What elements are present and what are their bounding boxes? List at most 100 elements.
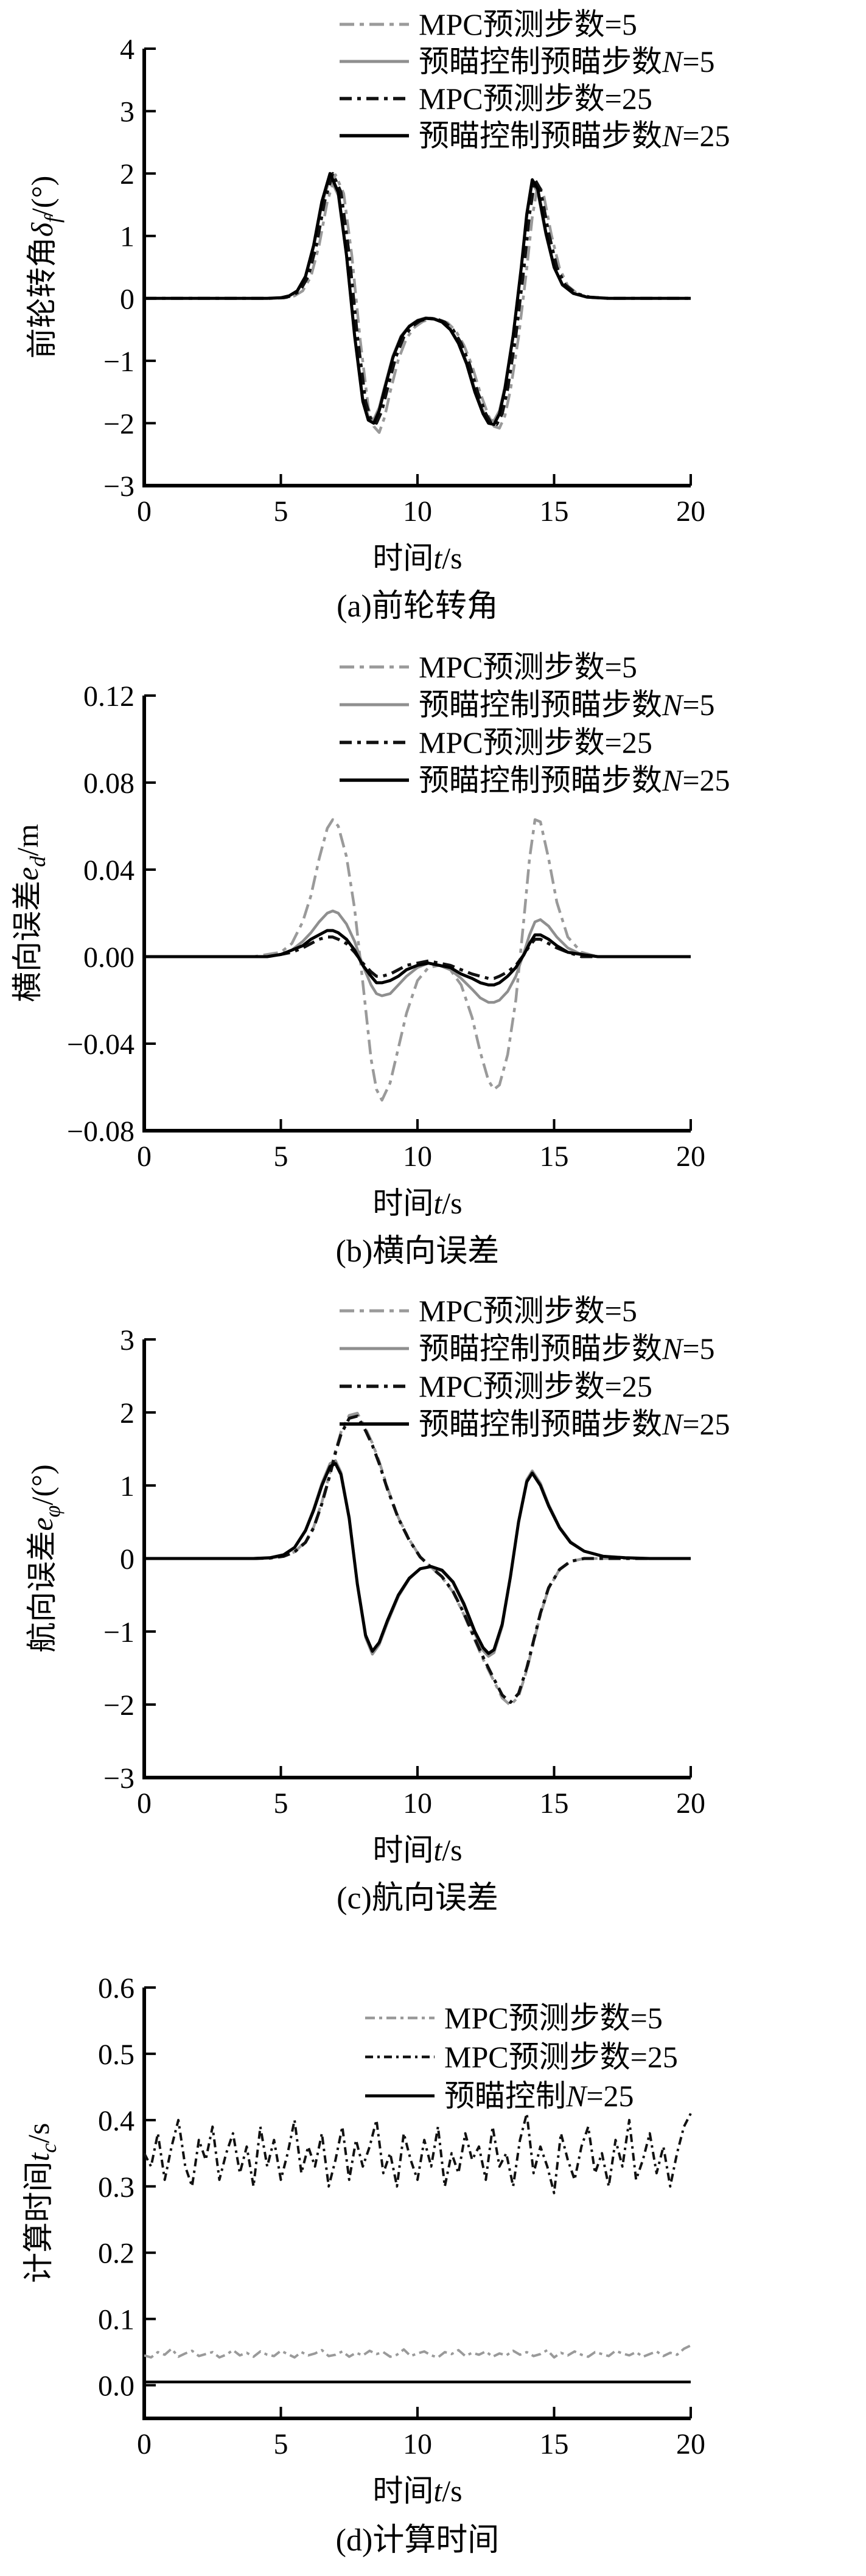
x-axis-label-text: 时间 [372, 2474, 434, 2508]
y-tick-label: 0.0 [98, 2370, 134, 2403]
y-tick-label: −3 [103, 1762, 134, 1795]
y-axis-label: 航向误差eφ/(°) [25, 1464, 65, 1652]
chart-c: 3 2 1 0 −1 −2 −3 0 5 10 15 20 航向误差eφ/(°) MPC预测步数=5 预瞄控… [0, 1288, 866, 1932]
y-tick-label: 4 [120, 33, 134, 66]
x-axis-label: 时间t/s [144, 542, 691, 575]
series-line-0 [144, 2344, 691, 2359]
x-axis-label: 时间t/s [144, 1834, 691, 1867]
y-tick-label: 2 [120, 158, 134, 190]
y-tick-label: 0.12 [83, 680, 134, 713]
series-line-2 [144, 1414, 691, 1704]
x-tick-label: 20 [676, 2428, 705, 2460]
y-axis-label: 前轮转角δf/(°) [25, 176, 65, 358]
y-tick-label: 0.1 [98, 2304, 134, 2336]
legend-label: MPC预测步数=25 [444, 2040, 678, 2074]
legend-label: 预瞄控制预瞄步数N=5 [419, 1332, 715, 1366]
legend-label: 预瞄控制预瞄步数N=5 [419, 688, 715, 722]
x-tick-label: 5 [274, 2428, 288, 2460]
x-axis-label-var: t [433, 1186, 442, 1220]
x-axis-label-var: t [433, 1833, 442, 1867]
axes-spines [142, 696, 691, 1133]
x-tick-label: 5 [274, 495, 288, 528]
series-line-0 [144, 173, 691, 435]
x-tick-label: 0 [137, 1140, 152, 1173]
x-axis-label: 时间t/s [144, 1187, 691, 1220]
x-axis-label: 时间t/s [144, 2474, 691, 2508]
series-line-2 [144, 935, 691, 980]
y-tick-label: −1 [103, 1616, 134, 1649]
x-tick-label: 15 [540, 1787, 569, 1820]
legend-label: MPC预测步数=5 [419, 7, 637, 41]
y-tick-label: 0.2 [98, 2238, 134, 2270]
y-tick-label: 1 [120, 1470, 134, 1503]
chart-d-plot: 0.6 0.5 0.4 0.3 0.2 0.1 0.00 5 10 15 20 计算时间tc/s MPC… [21, 1972, 705, 2460]
x-axis-label-text: 时间 [372, 1186, 434, 1220]
x-tick-label: 0 [137, 1787, 152, 1820]
legend-label: 预瞄控制预瞄步数N=5 [419, 44, 715, 79]
series-line-0 [144, 1411, 691, 1707]
x-tick-label: 0 [137, 495, 152, 528]
x-axis-label-unit: /s [442, 1833, 463, 1867]
x-axis-label-var: t [433, 541, 442, 575]
y-tick-label: 0.04 [83, 854, 134, 887]
x-tick-label: 15 [540, 495, 569, 528]
y-tick-label: −0.08 [67, 1115, 134, 1148]
x-tick-label: 15 [540, 1140, 569, 1173]
y-tick-label: 0 [120, 1543, 134, 1576]
series-line-1 [144, 909, 691, 1004]
y-tick-label: −3 [103, 470, 134, 503]
x-tick-label: 5 [274, 1787, 288, 1820]
x-tick-label: 15 [540, 2428, 569, 2460]
chart-caption: (a)前轮转角 [337, 589, 498, 624]
y-tick-label: −0.04 [67, 1028, 134, 1061]
y-tick-label: −1 [103, 346, 134, 378]
x-tick-label: 5 [274, 1140, 288, 1173]
series-line-3 [144, 172, 691, 426]
x-tick-label: 0 [137, 2428, 152, 2460]
chart-caption: (c)航向误差 [337, 1881, 498, 1916]
y-tick-label: 3 [120, 1324, 134, 1356]
legend-label: 预瞄控制预瞄步数N=25 [419, 1407, 730, 1441]
y-tick-label: 0.5 [98, 2039, 134, 2071]
series-line-2 [144, 172, 691, 426]
series-line-3 [144, 1462, 691, 1655]
x-tick-label: 10 [403, 495, 432, 528]
y-tick-label: 0.00 [83, 941, 134, 974]
x-tick-label: 20 [676, 1140, 705, 1173]
legend-label: MPC预测步数=25 [419, 1369, 652, 1403]
x-tick-label: 20 [676, 1787, 705, 1820]
legend-label: 预瞄控制预瞄步数N=25 [419, 763, 730, 797]
x-axis-label-var: t [433, 2474, 442, 2508]
series-line-1 [143, 2112, 692, 2194]
legend-label: 预瞄控制预瞄步数N=25 [419, 119, 730, 153]
y-tick-label: 0 [120, 283, 134, 315]
series-line-0 [144, 818, 691, 1102]
y-tick-label: −2 [103, 408, 134, 440]
legend-label: MPC预测步数=25 [419, 725, 652, 759]
y-tick-label: 0.08 [83, 767, 134, 800]
series-line-3 [144, 929, 691, 986]
x-axis-label-text: 时间 [372, 1833, 434, 1867]
y-tick-label: 3 [120, 96, 134, 128]
y-tick-label: 0.6 [98, 1972, 134, 2005]
legend-label: 预瞄控制N=25 [444, 2079, 634, 2113]
chart-caption: (b)横向误差 [335, 1234, 500, 1269]
y-axis-label: 计算时间tc/s [21, 2123, 61, 2283]
chart-a: 4 3 2 1 0 −1 −2 −3 0 5 10 15 20 前轮转角δf/(°) MPC预测步数=5 预瞄… [0, 0, 866, 644]
x-axis-label-unit: /s [442, 2474, 463, 2508]
x-axis-label-unit: /s [442, 1186, 463, 1220]
y-tick-label: −2 [103, 1689, 134, 1722]
legend-label: MPC预测步数=5 [444, 2001, 663, 2035]
x-axis-label-unit: /s [442, 541, 463, 575]
x-tick-label: 10 [403, 1140, 432, 1173]
legend-label: MPC预测步数=25 [419, 82, 652, 116]
y-tick-label: 0.4 [98, 2105, 134, 2137]
chart-caption: (d)计算时间 [335, 2523, 500, 2558]
chart-b: 0.12 0.08 0.04 0.00 −0.04 −0.08 0 5 10 15 20 横向误差ed… [0, 644, 866, 1288]
legend-label: MPC预测步数=5 [419, 1294, 637, 1328]
legend-label: MPC预测步数=5 [419, 650, 637, 684]
x-tick-label: 20 [676, 495, 705, 528]
chart-d: 0.6 0.5 0.4 0.3 0.2 0.1 0.0 0 5 10 15 20 计算时间tc/s MPC… [0, 1932, 866, 2576]
